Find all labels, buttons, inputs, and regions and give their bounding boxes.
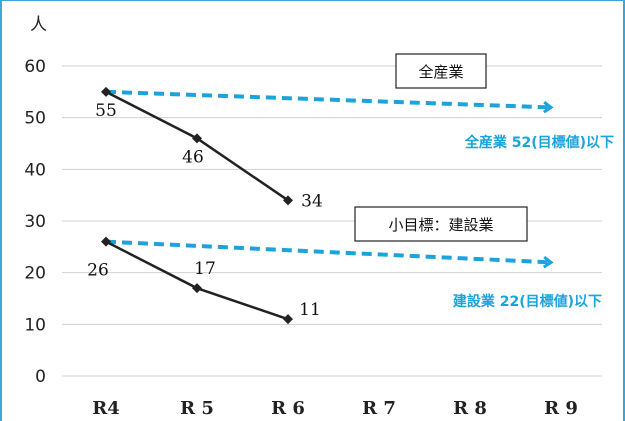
y-tick-label: 40 bbox=[24, 160, 46, 180]
data-label: 26 bbox=[87, 261, 109, 281]
series-box-all-industries bbox=[395, 53, 487, 89]
series-lines: 55 46 34 26 17 11 bbox=[87, 86, 323, 325]
target-line bbox=[105, 89, 549, 108]
data-label: 55 bbox=[95, 101, 117, 121]
x-tick-label: R 5 bbox=[180, 398, 214, 419]
y-tick-label: 10 bbox=[24, 315, 46, 335]
y-axis: 人 0 10 20 30 40 50 60 bbox=[24, 15, 47, 387]
series-name-all-industries: 全産業 bbox=[418, 63, 463, 81]
data-point bbox=[192, 133, 202, 144]
x-tick-label: R 9 bbox=[544, 398, 578, 419]
data-point bbox=[192, 283, 202, 294]
series-box-construction bbox=[354, 206, 528, 242]
data-point bbox=[101, 86, 111, 97]
data-point bbox=[283, 195, 293, 206]
y-tick-label: 30 bbox=[24, 212, 46, 232]
x-tick-label: R 8 bbox=[453, 398, 487, 419]
data-label: 11 bbox=[299, 300, 321, 320]
x-axis: R4 R 5 R 6 R 7 R 8 R 9 bbox=[92, 398, 578, 419]
y-tick-label: 50 bbox=[24, 109, 46, 129]
gridlines bbox=[62, 65, 602, 377]
y-tick-label: 60 bbox=[24, 57, 46, 77]
data-label: 17 bbox=[194, 259, 216, 279]
series-name-construction: 小目標：建設業 bbox=[388, 216, 493, 234]
y-tick-label: 0 bbox=[35, 367, 46, 387]
target-line bbox=[105, 239, 549, 263]
data-point bbox=[101, 236, 111, 247]
x-tick-label: R 7 bbox=[362, 398, 396, 419]
x-tick-label: R4 bbox=[92, 398, 119, 419]
series-name-boxes: 全産業 小目標：建設業 bbox=[354, 53, 528, 242]
data-label: 34 bbox=[301, 191, 323, 211]
series-line bbox=[105, 240, 289, 321]
y-tick-label: 20 bbox=[24, 264, 46, 284]
target-label: 全産業 52(目標値)以下 bbox=[464, 134, 614, 151]
data-point bbox=[283, 314, 293, 325]
x-tick-label: R 6 bbox=[271, 398, 305, 419]
target-label: 建設業 22(目標値)以下 bbox=[453, 293, 602, 310]
y-axis-label: 人 bbox=[30, 15, 47, 35]
series-line bbox=[105, 90, 289, 202]
data-label: 46 bbox=[182, 147, 204, 167]
